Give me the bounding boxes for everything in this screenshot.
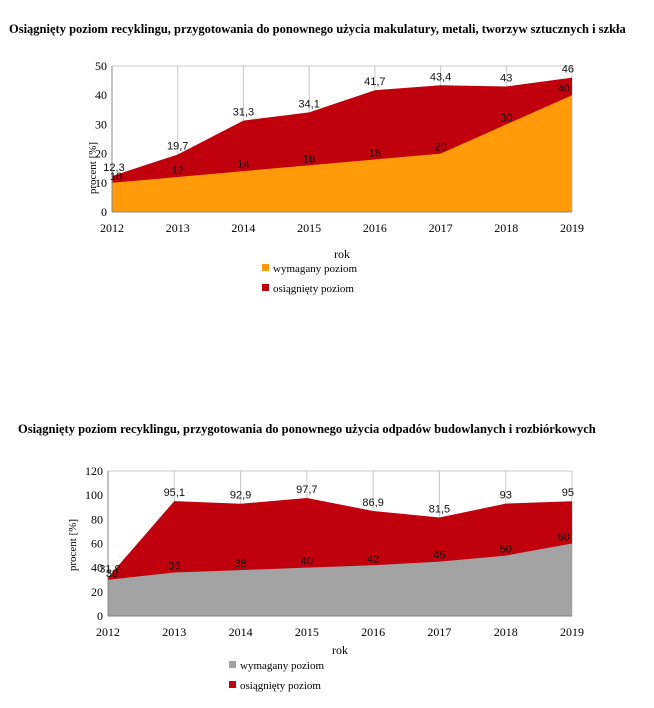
- chart-2-x-axis-title: rok: [332, 643, 348, 657]
- chart-1-data-label-wymagany: 16: [303, 153, 315, 165]
- chart-2-data-label-osiagniety: 95,1: [164, 487, 185, 499]
- chart-1-data-label-osiagniety: 19,7: [167, 140, 188, 152]
- chart-1-x-tick-label: 2017: [429, 221, 453, 235]
- chart-1-y-tick-label: 50: [95, 59, 107, 73]
- chart-1-data-label-wymagany: 12: [172, 165, 184, 177]
- chart-2-legend-swatch-wymagany: [229, 661, 236, 668]
- chart-1-data-label-osiagniety: 34,1: [298, 98, 319, 110]
- chart-1-data-label-wymagany: 18: [369, 147, 381, 159]
- chart-2-y-tick-label: 0: [97, 609, 103, 623]
- chart-2-y-tick-label: 100: [85, 488, 103, 502]
- chart-1-y-tick-label: 0: [101, 205, 107, 219]
- chart-1-data-label-wymagany: 20: [434, 142, 446, 154]
- chart-2-y-tick-label: 60: [91, 537, 103, 551]
- chart-2-x-tick-label: 2018: [494, 625, 518, 639]
- chart-2-legend-label-osiagniety: osiągnięty poziom: [240, 680, 321, 692]
- chart-1-y-tick-label: 10: [95, 176, 107, 190]
- chart-2-data-label-wymagany: 38: [234, 558, 246, 570]
- chart-1-legend-swatch-osiagniety: [262, 284, 269, 291]
- chart-2-title: Osiągnięty poziom recyklingu, przygotowa…: [18, 422, 596, 436]
- chart-2-data-label-osiagniety: 95: [562, 487, 574, 499]
- chart-2-data-label-osiagniety: 31,9: [99, 563, 120, 575]
- chart-1-data-label-osiagniety: 43,4: [430, 71, 451, 83]
- chart-1-x-tick-label: 2018: [494, 221, 518, 235]
- chart-2-data-label-wymagany: 30: [106, 568, 118, 580]
- chart-2-data-label-wymagany: 36: [168, 561, 180, 573]
- chart-1-x-axis-title: rok: [334, 247, 350, 261]
- chart-2-legend-swatch-osiagniety: [229, 681, 236, 688]
- chart-2-x-tick-label: 2015: [295, 625, 319, 639]
- chart-2-data-label-osiagniety: 92,9: [230, 490, 251, 502]
- chart-1-x-tick-label: 2013: [166, 221, 190, 235]
- chart-1-legend-label-osiagniety: osiągnięty poziom: [273, 283, 354, 295]
- chart-2-x-tick-label: 2019: [560, 625, 584, 639]
- chart-2-x-tick-label: 2014: [229, 625, 253, 639]
- chart-2-y-tick-label: 120: [85, 464, 103, 478]
- chart-1-area-wymagany-poziom: [112, 95, 572, 212]
- chart-1-x-tick-label: 2016: [363, 221, 387, 235]
- chart-2-y-tick-label: 40: [91, 561, 103, 575]
- chart-1-x-tick-label: 2012: [100, 221, 124, 235]
- chart-1-data-label-wymagany: 14: [237, 159, 249, 171]
- chart-1-y-axis-title: procent [%]: [87, 142, 99, 194]
- chart-2-x-tick-label: 2012: [96, 625, 120, 639]
- chart-2-legend-label-wymagany: wymagany poziom: [240, 660, 324, 672]
- chart-2-x-tick-label: 2016: [361, 625, 385, 639]
- chart-1-data-label-osiagniety: 41,7: [364, 76, 385, 88]
- chart-1-y-tick-label: 40: [95, 88, 107, 102]
- chart-2-y-tick-label: 20: [91, 585, 103, 599]
- chart-2-data-label-wymagany: 50: [500, 544, 512, 556]
- chart-1-legend-swatch-wymagany: [262, 264, 269, 271]
- chart-2-x-tick-label: 2017: [427, 625, 451, 639]
- chart-2-data-label-osiagniety: 97,7: [296, 484, 317, 496]
- chart-1-x-tick-label: 2015: [297, 221, 321, 235]
- chart-2-y-axis-title: procent [%]: [67, 519, 79, 571]
- chart-1-x-tick-label: 2014: [231, 221, 255, 235]
- chart-1-data-label-osiagniety: 12,3: [103, 162, 124, 174]
- chart-1-legend-label-wymagany: wymagany poziom: [273, 263, 357, 275]
- chart-1-title: Osiągnięty poziom recyklingu, przygotowa…: [9, 22, 626, 36]
- chart-2-data-label-wymagany: 42: [367, 553, 379, 565]
- chart-1-data-label-wymagany: 30: [500, 112, 512, 124]
- chart-2-y-tick-label: 80: [91, 512, 103, 526]
- chart-2-data-label-wymagany: 45: [433, 550, 445, 562]
- chart-1-y-tick-label: 30: [95, 117, 107, 131]
- chart-1-data-label-osiagniety: 46: [562, 64, 574, 76]
- chart-2-x-tick-label: 2013: [162, 625, 186, 639]
- chart-2-data-label-osiagniety: 93: [500, 490, 512, 502]
- chart-2-data-label-wymagany: 40: [301, 556, 313, 568]
- chart-1-x-tick-label: 2019: [560, 221, 584, 235]
- chart-2-area-wymagany-poziom: [108, 543, 572, 616]
- chart-1-y-tick-label: 20: [95, 147, 107, 161]
- chart-2-data-label-wymagany: 60: [558, 532, 570, 544]
- chart-2-data-label-osiagniety: 86,9: [362, 497, 383, 509]
- chart-1-data-label-osiagniety: 31,3: [233, 107, 254, 119]
- chart-1-data-label-wymagany: 10: [110, 171, 122, 183]
- chart-1-data-label-wymagany: 40: [558, 83, 570, 95]
- chart-1-data-label-osiagniety: 43: [500, 72, 512, 84]
- chart-2-data-label-osiagniety: 81,5: [429, 504, 450, 516]
